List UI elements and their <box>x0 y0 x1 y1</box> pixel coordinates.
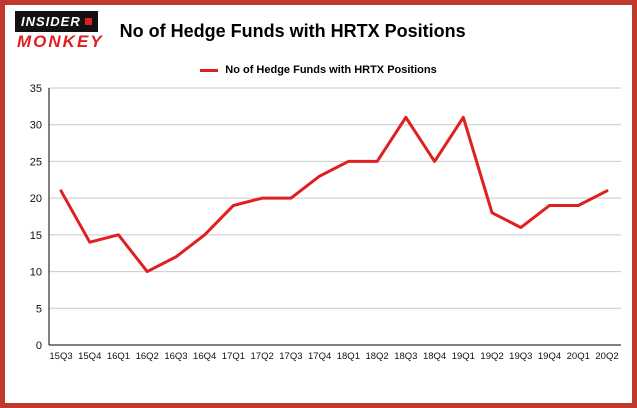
y-tick-label: 30 <box>30 120 42 132</box>
chart-header: INSIDER MONKEY No of Hedge Funds with HR… <box>15 11 466 52</box>
logo-insider-text: INSIDER <box>21 14 81 29</box>
x-tick-label: 17Q4 <box>308 351 331 362</box>
x-tick-label: 19Q2 <box>480 351 503 362</box>
logo-red-square-icon <box>84 18 92 25</box>
y-tick-label: 10 <box>30 267 42 279</box>
legend-line-swatch-icon <box>200 68 219 72</box>
insider-monkey-logo: INSIDER MONKEY <box>15 11 104 52</box>
hedge-funds-line-chart: 0 5 10 15 20 25 30 35 15Q3 15Q4 16Q1 16Q2 16Q3 16Q4 17… <box>30 83 621 362</box>
legend-label: No of Hedge Funds with HRTX Positions <box>225 64 437 76</box>
y-tick-label: 35 <box>30 83 42 95</box>
page-title: No of Hedge Funds with HRTX Positions <box>119 21 466 41</box>
y-tick-label: 20 <box>30 193 42 205</box>
x-tick-label: 17Q1 <box>222 351 245 362</box>
x-tick-label: 19Q3 <box>509 351 532 362</box>
x-tick-label: 19Q4 <box>538 351 561 362</box>
x-tick-label: 16Q1 <box>107 351 130 362</box>
data-line <box>59 115 609 274</box>
y-tick-label: 15 <box>30 230 42 242</box>
y-tick-label: 25 <box>30 156 42 168</box>
x-tick-label: 16Q4 <box>193 351 216 362</box>
logo-monkey-text: MONKEY <box>17 32 104 51</box>
y-tick-label: 5 <box>36 303 42 315</box>
x-tick-label: 20Q2 <box>595 351 618 362</box>
x-tick-label: 16Q2 <box>136 351 159 362</box>
logo-insider-row: INSIDER <box>15 11 98 32</box>
y-tick-label: 0 <box>36 340 42 352</box>
x-tick-label: 18Q4 <box>423 351 446 362</box>
x-tick-label: 15Q3 <box>49 351 72 362</box>
x-tick-label: 18Q3 <box>394 351 417 362</box>
x-tick-label: 17Q2 <box>251 351 274 362</box>
x-tick-label: 20Q1 <box>567 351 590 362</box>
x-tick-label: 17Q3 <box>279 351 302 362</box>
chart-legend: No of Hedge Funds with HRTX Positions <box>5 64 632 76</box>
x-tick-label: 16Q3 <box>164 351 187 362</box>
x-tick-label: 19Q1 <box>452 351 475 362</box>
x-tick-label: 18Q1 <box>337 351 360 362</box>
x-tick-label: 15Q4 <box>78 351 101 362</box>
x-tick-label: 18Q2 <box>365 351 388 362</box>
